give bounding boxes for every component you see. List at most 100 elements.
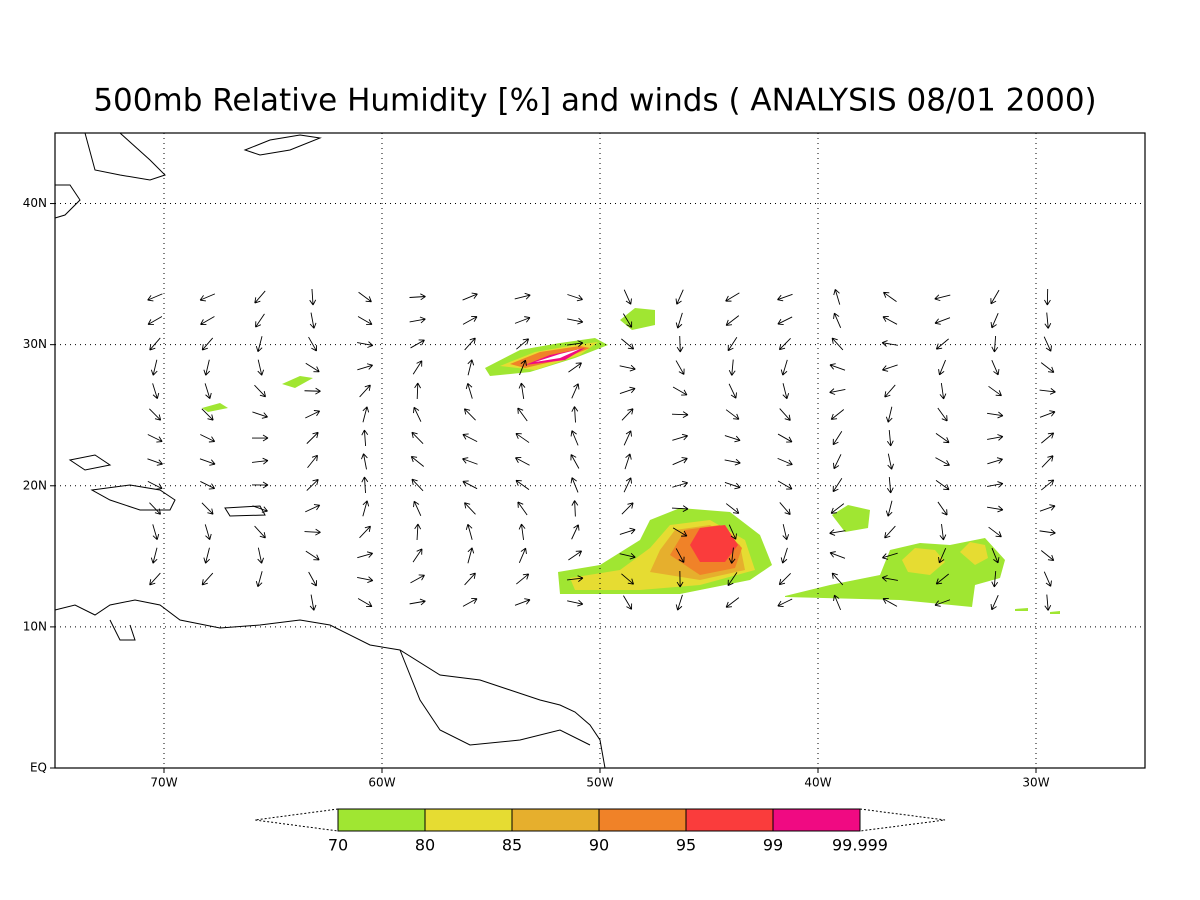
wind-arrow: [515, 432, 530, 443]
wind-arrow: [621, 408, 634, 421]
wind-arrow: [571, 383, 580, 399]
wind-arrow: [672, 480, 689, 488]
wind-arrow: [990, 312, 999, 329]
humidity-area: [785, 538, 1005, 607]
wind-arrow: [831, 337, 844, 351]
lon-tick-label: 50W: [586, 776, 613, 790]
wind-arrow: [935, 338, 949, 350]
coastline: [54, 599, 606, 769]
wind-arrow: [519, 359, 527, 376]
wind-arrow: [987, 434, 1004, 441]
wind-arrow: [939, 524, 947, 541]
humidity-area: [1015, 608, 1028, 611]
wind-arrow: [886, 429, 894, 447]
wind-arrow: [255, 571, 263, 588]
wind-arrow: [147, 458, 163, 466]
lat-tick-label: 20N: [23, 478, 47, 492]
wind-arrow: [412, 360, 423, 375]
wind-arrow: [724, 482, 741, 490]
wind-arrow: [255, 313, 265, 328]
wind-arrow: [885, 406, 893, 423]
wind-arrow: [305, 550, 320, 561]
wind-arrow: [728, 524, 737, 540]
wind-arrow: [987, 457, 1003, 465]
wind-arrow: [515, 479, 530, 490]
colorbar-label: 95: [676, 836, 696, 855]
wind-arrow: [410, 339, 425, 349]
humidity-area: [620, 308, 655, 330]
wind-arrow: [621, 573, 635, 585]
wind-arrow: [728, 547, 736, 564]
wind-arrow: [777, 293, 793, 302]
wind-arrow: [413, 406, 422, 422]
wind-arrow: [1040, 362, 1055, 373]
wind-arrow: [357, 598, 373, 608]
wind-arrow: [881, 340, 898, 347]
wind-arrow: [934, 294, 951, 302]
wind-arrow: [832, 478, 843, 493]
wind-arrow: [1044, 312, 1052, 329]
wind-arrow: [515, 456, 530, 466]
wind-arrow: [935, 433, 950, 444]
wind-arrow: [887, 453, 894, 470]
wind-arrow: [833, 594, 842, 611]
wind-arrow: [991, 570, 999, 588]
wind-arrow: [1039, 504, 1056, 512]
wind-arrow: [987, 411, 1004, 419]
wind-arrow: [934, 317, 951, 325]
wind-arrow: [203, 359, 211, 376]
wind-arrow: [149, 572, 161, 586]
wind-arrow: [725, 409, 740, 420]
lon-tick-label: 40W: [804, 776, 831, 790]
wind-arrow: [152, 524, 160, 541]
wind-arrow: [257, 547, 264, 564]
wind-arrow: [465, 523, 473, 540]
colorbar-label: 90: [589, 836, 609, 855]
wind-arrow: [884, 384, 896, 398]
colorbar-label: 85: [502, 836, 522, 855]
wind-arrow: [1039, 410, 1056, 418]
wind-arrow: [254, 384, 266, 398]
wind-arrow: [201, 502, 214, 515]
wind-arrow: [934, 599, 951, 607]
wind-arrow: [411, 478, 424, 492]
wind-arrow: [147, 316, 163, 326]
wind-arrow: [257, 359, 265, 376]
wind-arrow: [779, 408, 791, 421]
wind-arrow: [777, 457, 793, 466]
wind-arrow: [728, 359, 736, 376]
colorbar-swatch: [337, 808, 426, 832]
wind-arrow: [362, 500, 370, 517]
wind-arrow: [467, 547, 475, 564]
wind-arrow: [201, 572, 214, 586]
wind-arrow: [675, 360, 685, 375]
wind-arrow: [464, 572, 476, 586]
wind-arrow: [150, 359, 158, 376]
wind-arrow: [409, 293, 426, 301]
lat-tick-label: 40N: [23, 196, 47, 210]
wind-arrow: [987, 505, 1004, 513]
wind-arrow: [309, 594, 317, 611]
wind-arrow: [675, 548, 685, 563]
wind-arrow: [307, 454, 318, 469]
colorbar-label: 80: [415, 836, 435, 855]
wind-arrow: [725, 503, 740, 514]
wind-arrow: [462, 597, 478, 607]
wind-arrow: [1044, 594, 1052, 611]
wind-arrow: [621, 338, 635, 350]
wind-arrow: [780, 359, 788, 376]
wind-arrow: [465, 383, 473, 399]
wind-arrow: [725, 597, 740, 608]
wind-arrow: [518, 382, 526, 399]
wind-arrow: [672, 527, 688, 537]
coastline: [243, 134, 322, 156]
wind-arrow: [886, 476, 894, 494]
wind-arrow: [937, 501, 948, 516]
wind-arrow: [306, 431, 319, 444]
wind-arrow: [203, 547, 210, 564]
wind-arrow: [619, 552, 636, 560]
wind-arrow: [514, 292, 531, 300]
wind-arrow: [1041, 479, 1055, 491]
wind-arrow: [676, 335, 684, 353]
wind-arrow: [357, 316, 373, 326]
